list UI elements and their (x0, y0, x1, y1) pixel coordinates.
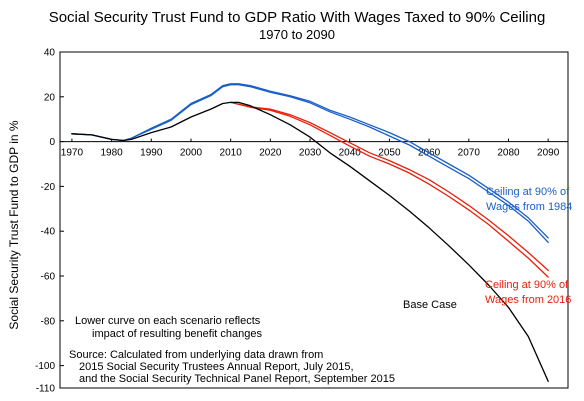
label-ceiling-1984-line1: Ceiling at 90% of (486, 186, 570, 198)
chart-subtitle: 1970 to 2090 (259, 27, 335, 42)
x-tick-label: 2020 (259, 148, 282, 159)
x-tick-label: 2090 (537, 148, 560, 159)
x-tick-label: 2040 (339, 148, 362, 159)
label-base-case: Base Case (403, 299, 457, 311)
plot-frame (59, 51, 569, 389)
series-line-1 (230, 101, 549, 272)
x-tick-label: 2010 (220, 148, 243, 159)
x-tick-label: 2000 (180, 148, 203, 159)
x-tick-label: 2030 (299, 148, 322, 159)
chart-title: Social Security Trust Fund to GDP Ratio … (49, 9, 546, 26)
series-lines (71, 83, 549, 382)
y-tick-label: -80 (41, 316, 56, 327)
annotation-source-line2: 2015 Social Security Trustees Annual Rep… (79, 361, 354, 373)
axis-ticks: 1970 1980 1990 2000 2010 2020 2030 2040 2050 2060… (35, 48, 560, 395)
label-ceiling-2016-line1: Ceiling at 90% of (485, 279, 569, 291)
y-tick-label: -60 (41, 272, 56, 283)
series-line-1 (230, 101, 549, 278)
x-tick-label: 2070 (458, 148, 481, 159)
y-tick-label: -40 (41, 227, 56, 238)
series-line-2 (71, 101, 549, 382)
label-ceiling-1984-line2: Wages from 1984 (486, 201, 572, 213)
x-tick-label: 2080 (497, 148, 520, 159)
x-tick-label: 1970 (61, 148, 84, 159)
label-ceiling-2016-line2: Wages from 2016 (485, 294, 571, 306)
y-tick-label: -20 (41, 182, 56, 193)
y-tick-label: -100 (35, 361, 55, 372)
y-tick-label: 20 (44, 92, 56, 103)
annotation-lower-curve-line1: Lower curve on each scenario reflects (75, 315, 261, 327)
series-line-0 (71, 84, 549, 244)
y-tick-label: 0 (49, 137, 55, 148)
x-tick-label: 1980 (100, 148, 123, 159)
annotation-source-line1: Source: Calculated from underlying data … (69, 349, 323, 361)
x-tick-label: 1990 (140, 148, 163, 159)
series-line-0 (71, 83, 549, 239)
y-axis-label: Social Security Trust Fund to GDP in % (7, 120, 21, 330)
annotation-lower-curve-line2: impact of resulting benefit changes (92, 328, 262, 340)
y-tick-label: -110 (36, 384, 56, 395)
x-tick-label: 2050 (378, 148, 401, 159)
annotation-source-line3: and the Social Security Technical Panel … (79, 373, 395, 385)
y-tick-label: 40 (44, 48, 56, 59)
